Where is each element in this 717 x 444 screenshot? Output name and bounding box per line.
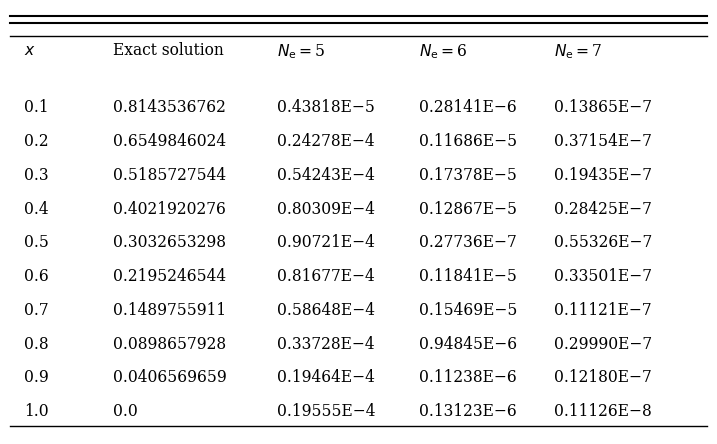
Text: 0.5: 0.5 [24,234,49,251]
Text: 0.4021920276: 0.4021920276 [113,201,226,218]
Text: 0.3032653298: 0.3032653298 [113,234,226,251]
Text: 0.19555E−4: 0.19555E−4 [277,403,375,420]
Text: 0.55326E−7: 0.55326E−7 [554,234,652,251]
Text: 0.54243E−4: 0.54243E−4 [277,167,374,184]
Text: $N_{\mathrm{e}}=$5: $N_{\mathrm{e}}=$5 [277,42,326,61]
Text: 0.33501E−7: 0.33501E−7 [554,268,652,285]
Text: 0.80309E−4: 0.80309E−4 [277,201,375,218]
Text: 0.58648E−4: 0.58648E−4 [277,302,375,319]
Text: 0.6549846024: 0.6549846024 [113,133,226,150]
Text: 0.11121E−7: 0.11121E−7 [554,302,652,319]
Text: 0.8143536762: 0.8143536762 [113,99,226,116]
Text: 0.24278E−4: 0.24278E−4 [277,133,374,150]
Text: 0.5185727544: 0.5185727544 [113,167,226,184]
Text: 0.0: 0.0 [113,403,138,420]
Text: 0.12867E−5: 0.12867E−5 [419,201,517,218]
Text: 0.4: 0.4 [24,201,49,218]
Text: 1.0: 1.0 [24,403,49,420]
Text: 0.8: 0.8 [24,336,49,353]
Text: 0.11686E−5: 0.11686E−5 [419,133,517,150]
Text: 0.15469E−5: 0.15469E−5 [419,302,518,319]
Text: 0.19464E−4: 0.19464E−4 [277,369,374,386]
Text: $N_{\mathrm{e}}=$7: $N_{\mathrm{e}}=$7 [554,42,602,61]
Text: 0.0406569659: 0.0406569659 [113,369,227,386]
Text: 0.19435E−7: 0.19435E−7 [554,167,652,184]
Text: 0.1489755911: 0.1489755911 [113,302,226,319]
Text: 0.3: 0.3 [24,167,49,184]
Text: 0.13865E−7: 0.13865E−7 [554,99,652,116]
Text: 0.13123E−6: 0.13123E−6 [419,403,517,420]
Text: 0.27736E−7: 0.27736E−7 [419,234,517,251]
Text: 0.2: 0.2 [24,133,49,150]
Text: 0.17378E−5: 0.17378E−5 [419,167,517,184]
Text: 0.28141E−6: 0.28141E−6 [419,99,517,116]
Text: $x$: $x$ [24,42,36,59]
Text: 0.28425E−7: 0.28425E−7 [554,201,652,218]
Text: 0.12180E−7: 0.12180E−7 [554,369,652,386]
Text: 0.11841E−5: 0.11841E−5 [419,268,517,285]
Text: 0.6: 0.6 [24,268,49,285]
Text: 0.29990E−7: 0.29990E−7 [554,336,652,353]
Text: Exact solution: Exact solution [113,42,224,59]
Text: 0.9: 0.9 [24,369,49,386]
Text: 0.11126E−8: 0.11126E−8 [554,403,652,420]
Text: 0.33728E−4: 0.33728E−4 [277,336,374,353]
Text: 0.0898657928: 0.0898657928 [113,336,226,353]
Text: $N_{\mathrm{e}}=$6: $N_{\mathrm{e}}=$6 [419,42,467,61]
Text: 0.90721E−4: 0.90721E−4 [277,234,374,251]
Text: 0.37154E−7: 0.37154E−7 [554,133,652,150]
Text: 0.81677E−4: 0.81677E−4 [277,268,374,285]
Text: 0.1: 0.1 [24,99,49,116]
Text: 0.94845E−6: 0.94845E−6 [419,336,517,353]
Text: 0.11238E−6: 0.11238E−6 [419,369,517,386]
Text: 0.2195246544: 0.2195246544 [113,268,226,285]
Text: 0.43818E−5: 0.43818E−5 [277,99,374,116]
Text: 0.7: 0.7 [24,302,49,319]
